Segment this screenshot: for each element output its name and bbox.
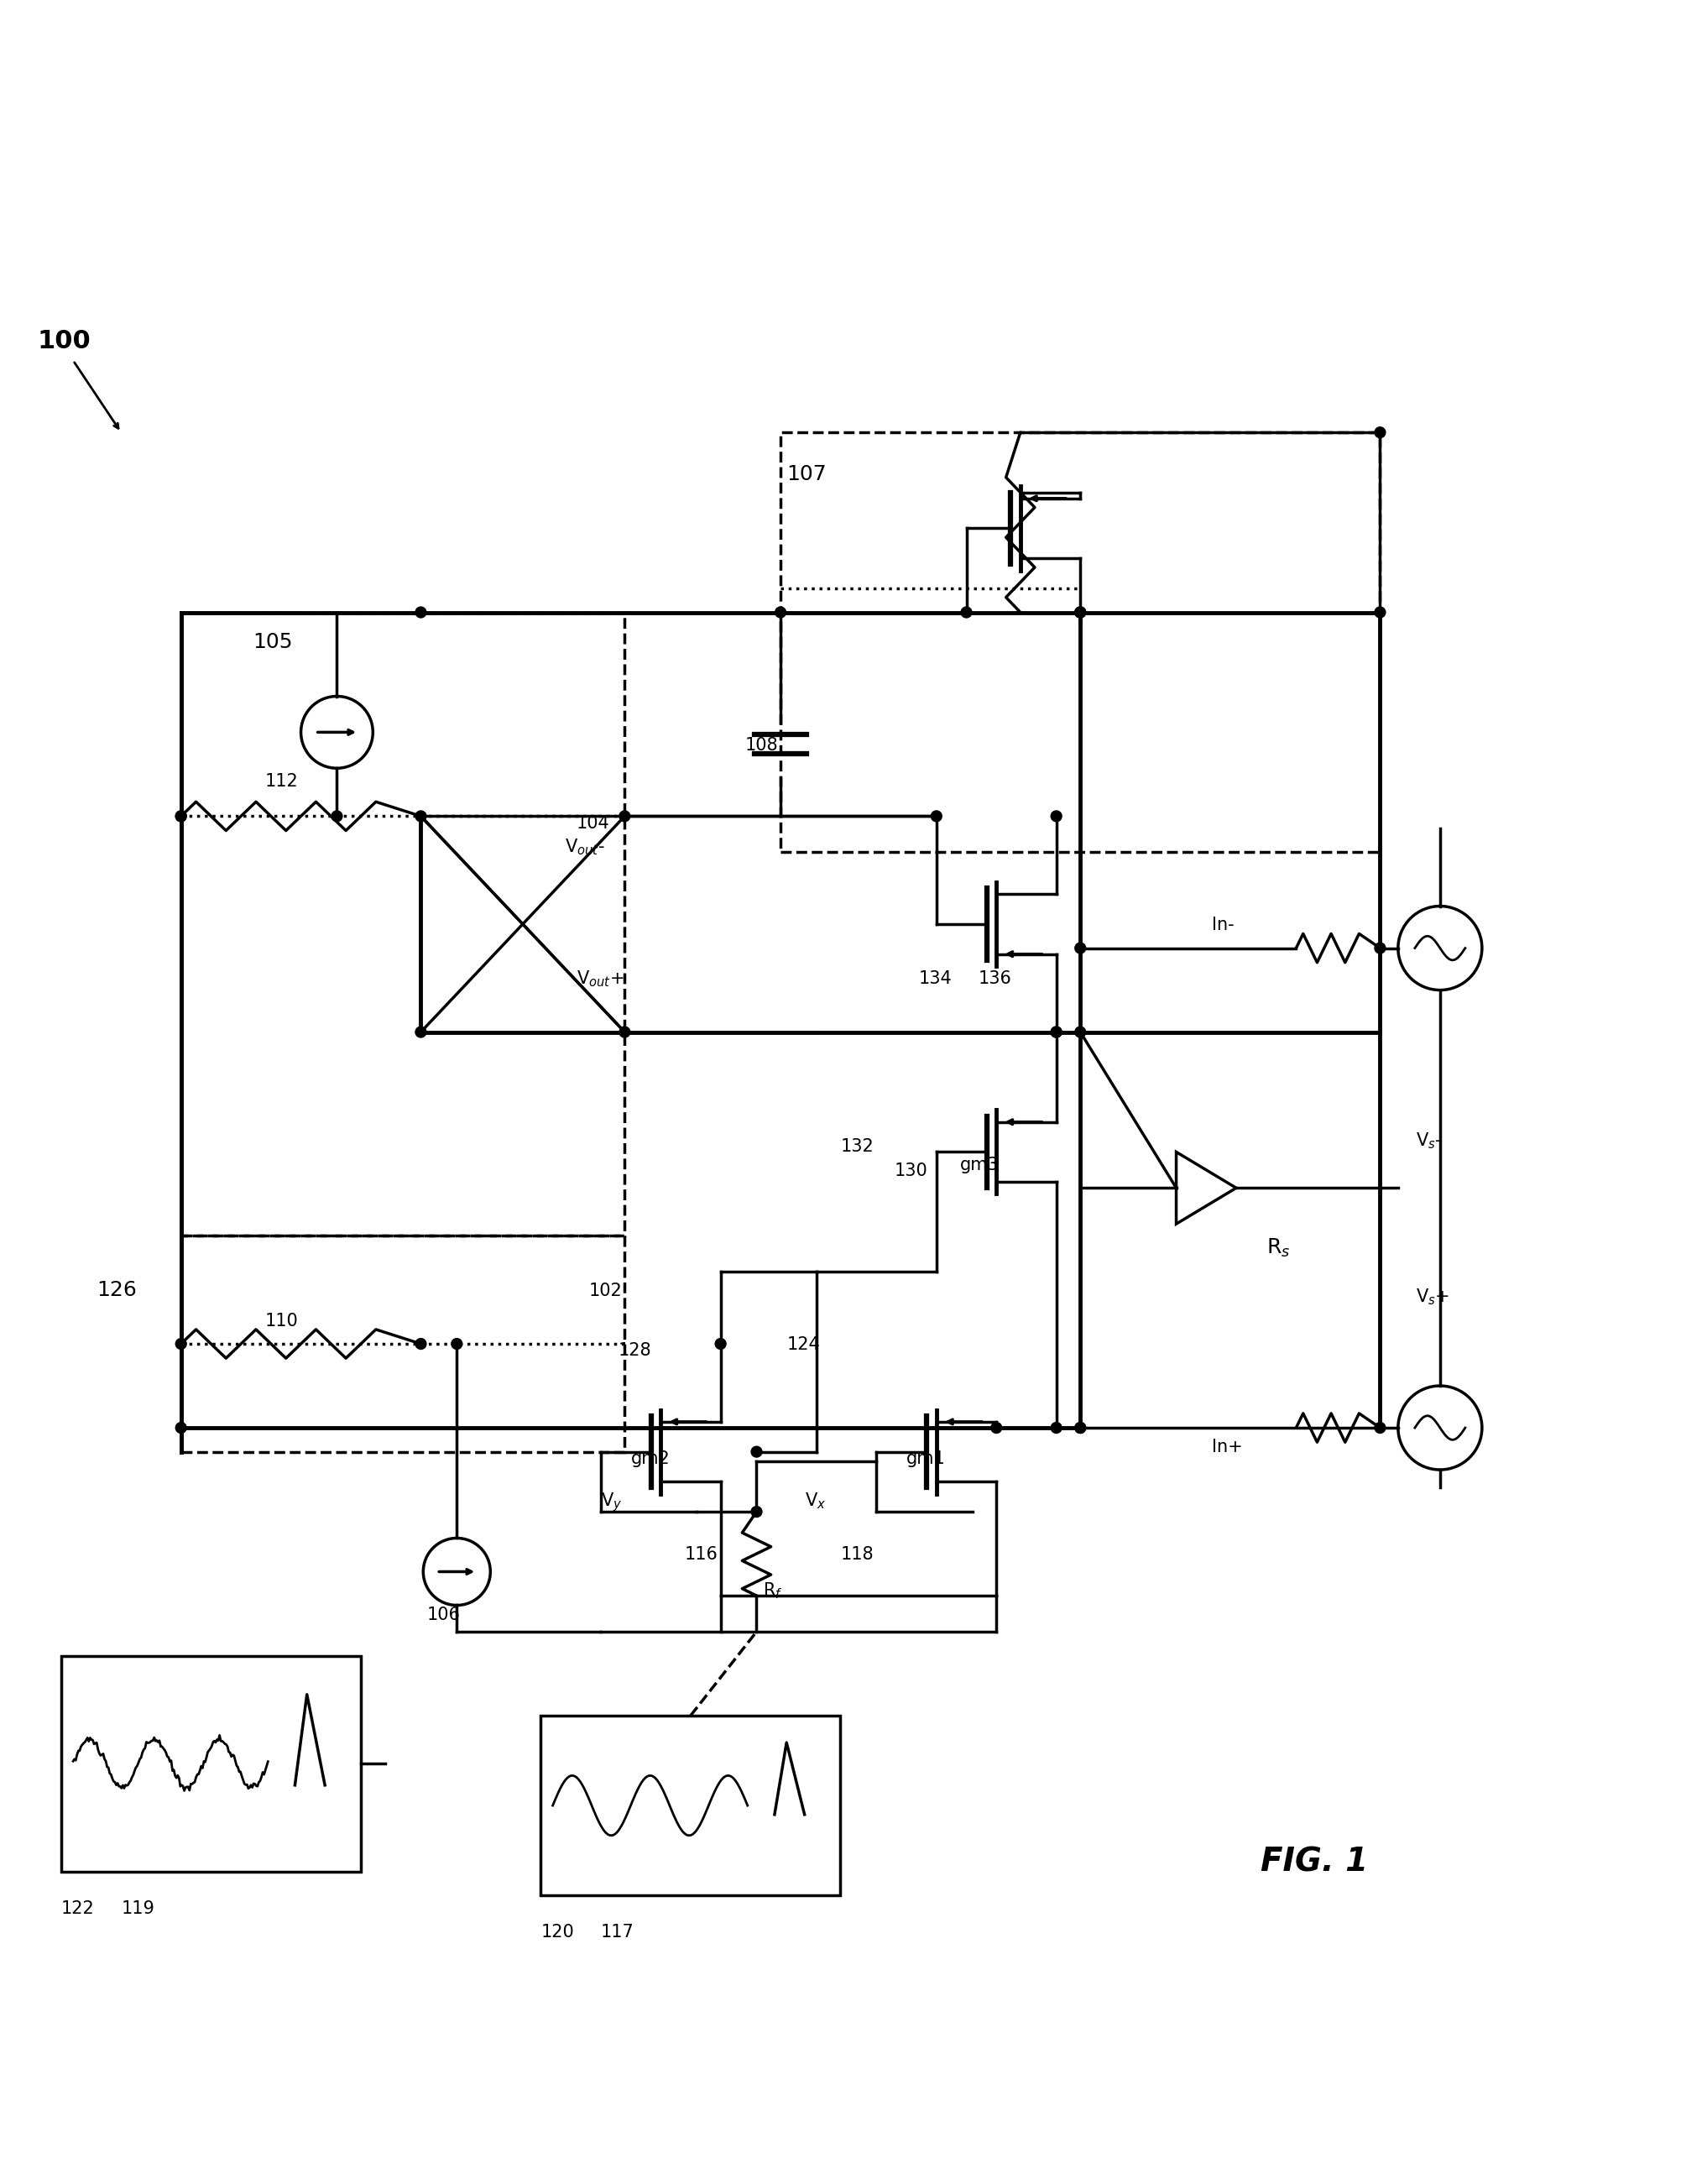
Text: 100: 100 — [37, 330, 91, 354]
Text: R$_s$: R$_s$ — [1266, 1236, 1289, 1260]
Circle shape — [931, 810, 941, 821]
Circle shape — [1074, 607, 1086, 618]
Text: 134: 134 — [918, 970, 951, 987]
Text: gm2: gm2 — [630, 1450, 671, 1468]
Circle shape — [175, 1339, 187, 1350]
Circle shape — [619, 1026, 630, 1037]
Text: 106: 106 — [427, 1605, 461, 1623]
Circle shape — [1375, 607, 1385, 618]
Circle shape — [415, 1026, 427, 1037]
Text: V$_{out}$-: V$_{out}$- — [565, 836, 605, 856]
Circle shape — [962, 607, 972, 618]
Text: 136: 136 — [978, 970, 1012, 987]
Text: R$_f$: R$_f$ — [763, 1581, 782, 1601]
Text: 120: 120 — [541, 1924, 575, 1942]
Text: FIG. 1: FIG. 1 — [1261, 1845, 1368, 1878]
Text: gm1: gm1 — [906, 1450, 946, 1468]
Text: 104: 104 — [577, 815, 610, 832]
Text: V$_{s}$-: V$_{s}$- — [1415, 1131, 1442, 1151]
Text: 117: 117 — [600, 1924, 634, 1942]
Circle shape — [1074, 1026, 1086, 1037]
Text: gm3: gm3 — [960, 1158, 1000, 1173]
Circle shape — [415, 1339, 427, 1350]
Circle shape — [415, 607, 427, 618]
Circle shape — [992, 1422, 1002, 1433]
Circle shape — [1074, 1422, 1086, 1433]
Text: 119: 119 — [121, 1900, 155, 1918]
Circle shape — [1074, 1422, 1086, 1433]
Circle shape — [1375, 1422, 1385, 1433]
Text: 124: 124 — [787, 1337, 820, 1354]
Circle shape — [1051, 1422, 1062, 1433]
Circle shape — [714, 1339, 726, 1350]
Circle shape — [175, 1422, 187, 1433]
Text: In+: In+ — [1212, 1439, 1242, 1455]
Text: 105: 105 — [252, 633, 292, 653]
Circle shape — [1051, 1026, 1062, 1037]
Circle shape — [751, 1507, 761, 1518]
Circle shape — [775, 607, 787, 618]
Text: V$_x$: V$_x$ — [805, 1492, 825, 1511]
Text: V$_{out}$+: V$_{out}$+ — [577, 970, 624, 989]
Text: 132: 132 — [840, 1138, 874, 1155]
Circle shape — [1051, 1026, 1062, 1037]
Text: 128: 128 — [619, 1343, 652, 1358]
Circle shape — [619, 810, 630, 821]
Text: 122: 122 — [61, 1900, 94, 1918]
Text: 118: 118 — [840, 1546, 874, 1564]
Circle shape — [175, 810, 187, 821]
Circle shape — [1074, 607, 1086, 618]
Text: 108: 108 — [745, 736, 778, 753]
Text: 126: 126 — [97, 1280, 138, 1299]
Circle shape — [1375, 943, 1385, 954]
Text: 112: 112 — [266, 773, 298, 791]
Bar — [541, 1717, 840, 1896]
Text: V$_y$: V$_y$ — [600, 1489, 622, 1514]
Circle shape — [331, 810, 343, 821]
Text: 110: 110 — [266, 1313, 298, 1330]
Text: V$_{s}$+: V$_{s}$+ — [1415, 1286, 1449, 1306]
Text: In-: In- — [1212, 917, 1234, 933]
Circle shape — [1375, 428, 1385, 437]
Bar — [61, 1655, 361, 1872]
Circle shape — [1051, 810, 1062, 821]
Circle shape — [175, 810, 187, 821]
Text: 130: 130 — [894, 1162, 928, 1179]
Circle shape — [415, 810, 427, 821]
Circle shape — [1074, 943, 1086, 954]
Circle shape — [452, 1339, 462, 1350]
Circle shape — [1074, 607, 1086, 618]
Text: 116: 116 — [684, 1546, 718, 1564]
Text: 102: 102 — [588, 1282, 622, 1299]
Circle shape — [751, 1446, 761, 1457]
Text: 107: 107 — [787, 465, 827, 485]
